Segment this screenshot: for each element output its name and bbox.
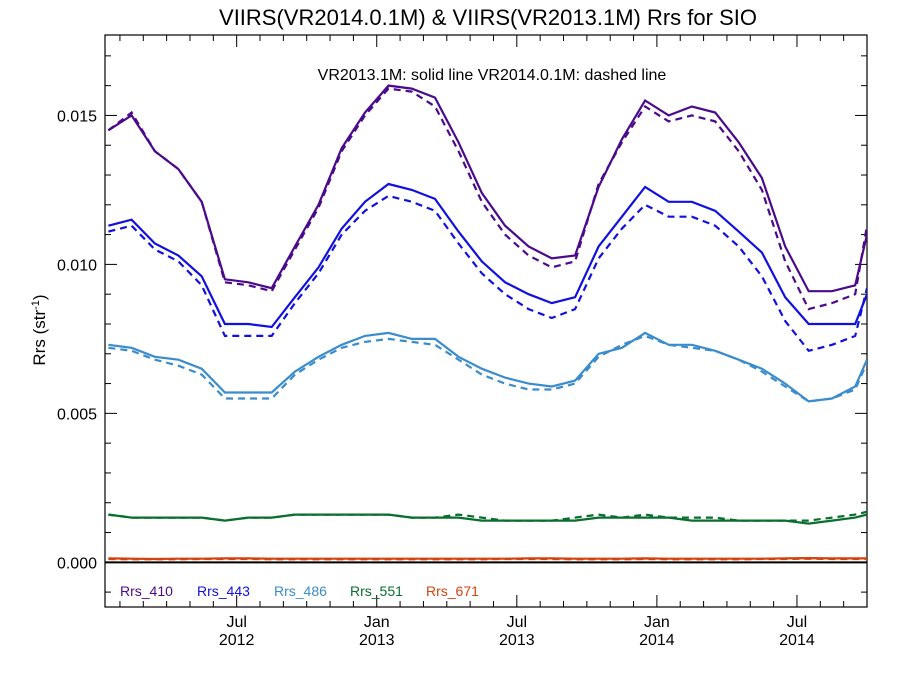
y-axis-label-end: ) <box>30 294 49 300</box>
x-tick-label-year: 2013 <box>359 632 395 649</box>
x-tick-label-month: Jan <box>644 614 670 631</box>
series-rrs-443-solid <box>108 182 867 329</box>
x-tick-label-year: 2012 <box>219 632 255 649</box>
series-rrs-671-solid <box>108 556 867 561</box>
y-tick-label: 0.010 <box>57 257 97 274</box>
y-axis-label-main: Rrs (str <box>30 310 49 366</box>
legend-rrs-443: Rrs_443 <box>197 583 250 599</box>
y-axis-label: Rrs (str-1) <box>30 294 49 365</box>
series-rrs-551-solid <box>108 513 867 525</box>
x-tick-label-month: Jul <box>226 614 246 631</box>
chart-title: VIIRS(VR2014.0.1M) & VIIRS(VR2013.1M) Rr… <box>219 5 757 30</box>
y-tick-label: 0.005 <box>57 406 97 423</box>
y-tick-label: 0.015 <box>57 108 97 125</box>
x-tick-label-month: Jul <box>507 614 527 631</box>
series-rrs-410-dashed <box>107 87 867 311</box>
series-rrs-410-solid <box>107 84 867 293</box>
series-rrs-551-dashed <box>108 510 867 522</box>
plot-area: 0.0000.0050.0100.015Jul2012Jan2013Jul201… <box>57 34 868 649</box>
series-group <box>107 84 867 561</box>
series-rrs-486-dashed <box>108 334 867 403</box>
x-tick-label-month: Jul <box>787 614 807 631</box>
series-rrs-443-dashed <box>108 194 867 353</box>
x-tick-label-month: Jan <box>364 614 390 631</box>
line-style-note: VR2013.1M: solid line VR2014.0.1M: dashe… <box>318 67 667 84</box>
series-rrs-486-solid <box>108 331 867 403</box>
legend-rrs-486: Rrs_486 <box>274 583 327 599</box>
x-tick-label-year: 2014 <box>639 632 675 649</box>
y-tick-label: 0.000 <box>57 555 97 572</box>
plot-frame <box>104 34 868 608</box>
legend-rrs-671: Rrs_671 <box>426 583 479 599</box>
y-axis-label-sup: -1 <box>30 300 42 310</box>
x-tick-label-year: 2013 <box>499 632 535 649</box>
legend-rrs-410: Rrs_410 <box>120 583 173 599</box>
x-tick-label-year: 2014 <box>779 632 815 649</box>
legend-rrs-551: Rrs_551 <box>350 583 403 599</box>
